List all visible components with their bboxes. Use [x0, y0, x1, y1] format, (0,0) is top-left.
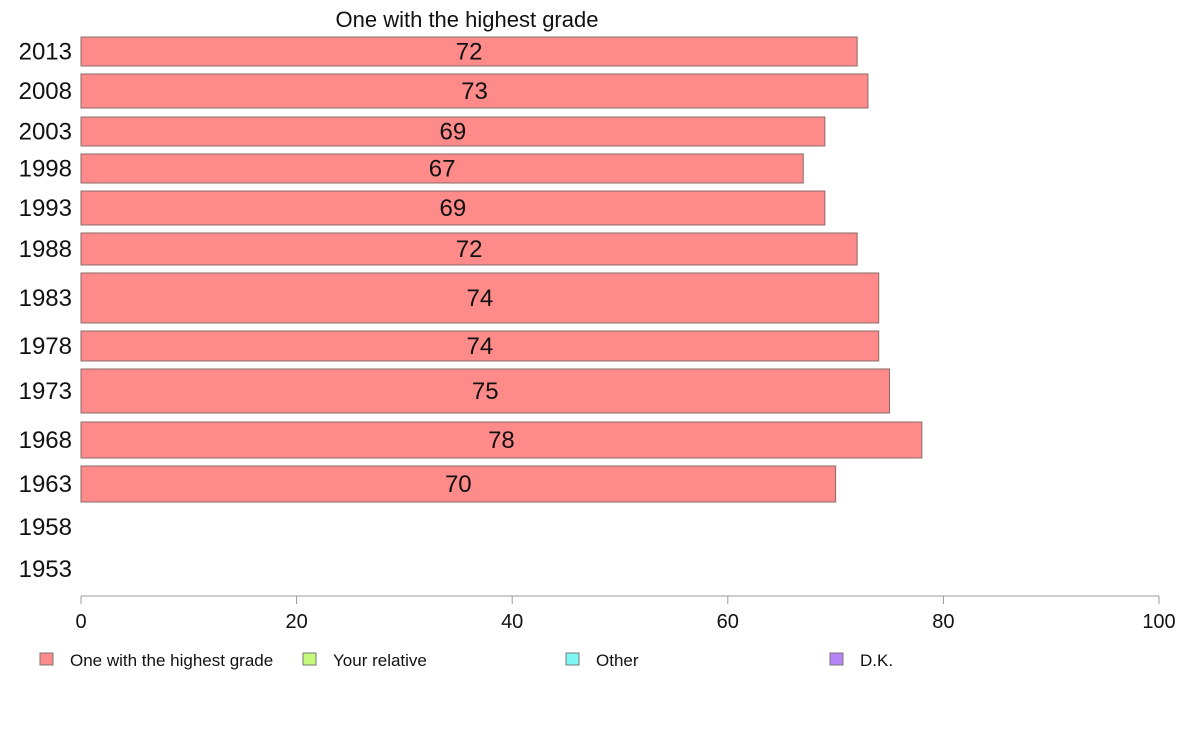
- value-label-1973: 75: [472, 378, 499, 405]
- bar-2013: [80, 36, 858, 67]
- value-label-2013: 72: [456, 39, 483, 66]
- value-label-1998: 67: [429, 156, 456, 183]
- bar-1963: [80, 465, 837, 503]
- legend-swatch-1: [302, 652, 317, 666]
- value-label-2003: 69: [440, 119, 467, 146]
- bar-2008: [80, 73, 869, 109]
- value-label-2008: 73: [461, 78, 488, 105]
- legend-swatch-0: [39, 652, 54, 666]
- bar-1983: [80, 272, 880, 324]
- year-label-1973: 1973: [19, 378, 72, 405]
- value-labels-group: 72 73 69 67 69 72 74 74 75 78 70: [429, 39, 515, 499]
- legend-label-2: Other: [596, 651, 639, 670]
- year-label-2013: 2013: [19, 39, 72, 66]
- year-label-1978: 1978: [19, 333, 72, 360]
- x-tick-label-20: 20: [285, 611, 307, 633]
- x-tick-label-40: 40: [501, 611, 523, 633]
- x-tick-label-0: 0: [75, 611, 86, 633]
- year-label-2003: 2003: [19, 119, 72, 146]
- value-label-1963: 70: [445, 471, 472, 498]
- year-label-2008: 2008: [19, 78, 72, 105]
- x-tick-label-80: 80: [932, 611, 954, 633]
- year-label-1988: 1988: [19, 236, 72, 263]
- value-label-1988: 72: [456, 236, 483, 263]
- series-title: One with the highest grade: [336, 7, 599, 32]
- year-labels-group: 2013 2008 2003 1998 1993 1988 1983 1978 1973 1968…: [19, 39, 72, 584]
- value-label-1983: 74: [467, 285, 494, 312]
- x-tick-label-100: 100: [1142, 611, 1175, 633]
- legend-label-0: One with the highest grade: [70, 651, 273, 670]
- x-ticks-group: 0 20 40 60 80 100: [75, 596, 1176, 633]
- legend-swatch-2: [565, 652, 580, 666]
- legend-label-1: Your relative: [333, 651, 427, 670]
- bar-1973: [80, 368, 890, 414]
- bar-1978: [80, 330, 880, 362]
- value-label-1993: 69: [440, 195, 467, 222]
- year-label-1958: 1958: [19, 514, 72, 541]
- value-label-1968: 78: [488, 427, 515, 454]
- value-label-1978: 74: [467, 333, 494, 360]
- legend-label-3: D.K.: [860, 651, 893, 670]
- bars-group: [80, 36, 923, 503]
- x-tick-label-60: 60: [717, 611, 739, 633]
- bar-2003: [80, 116, 826, 147]
- year-label-1998: 1998: [19, 156, 72, 183]
- legend-swatch-3: [829, 652, 844, 666]
- year-label-1963: 1963: [19, 471, 72, 498]
- year-label-1968: 1968: [19, 427, 72, 454]
- bar-1988: [80, 232, 858, 266]
- year-label-1953: 1953: [19, 556, 72, 583]
- bar-1993: [80, 190, 826, 226]
- year-label-1983: 1983: [19, 285, 72, 312]
- bar-1968: [80, 421, 923, 459]
- year-label-1993: 1993: [19, 195, 72, 222]
- bar-1998: [80, 153, 804, 184]
- legend: One with the highest grade Your relative O…: [39, 651, 893, 670]
